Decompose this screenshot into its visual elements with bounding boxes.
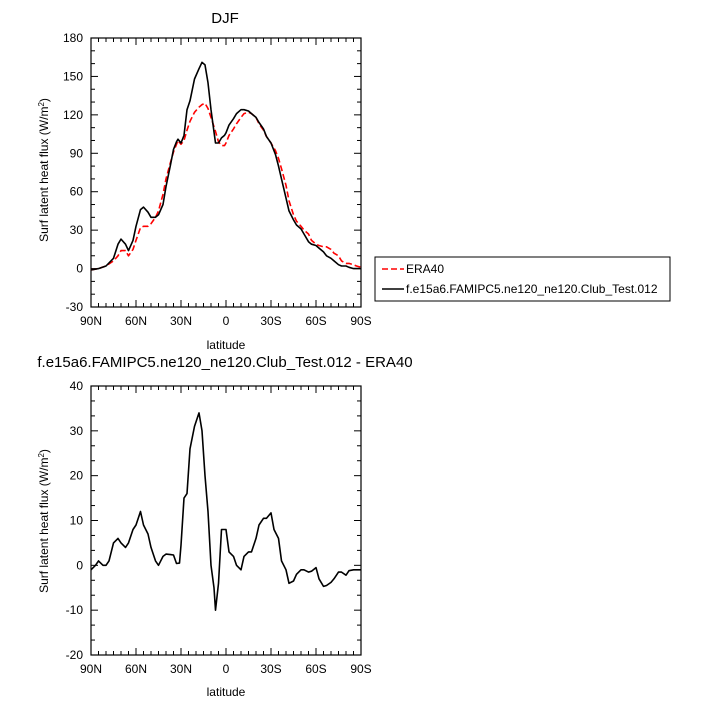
x-tick-label: 90S (350, 314, 371, 328)
y-tick-label: -10 (66, 603, 84, 617)
y-tick-label: 60 (70, 185, 84, 199)
y-axis-label: Surf latent heat flux (W/m2) (37, 98, 52, 242)
y-tick-label: 180 (63, 31, 83, 45)
x-tick-label: 60S (305, 662, 326, 676)
y-tick-label: 30 (70, 424, 84, 438)
difference-line (90, 412, 361, 612)
y-tick-label: 90 (70, 146, 84, 160)
x-axis-label: latitude (207, 338, 246, 352)
legend-label-model: f.e15a6.FAMIPC5.ne120_ne120.Club_Test.01… (406, 282, 658, 296)
y-tick-label: -20 (66, 648, 84, 662)
plot-frame (90, 385, 362, 656)
difference-panel: f.e15a6.FAMIPC5.ne120_ne120.Club_Test.01… (37, 354, 413, 699)
y-tick-label: -30 (66, 300, 84, 314)
x-tick-label: 30N (170, 662, 192, 676)
mean-flux-panel: DJF 90N 60N 30N 0 30S 60S 90S -30 0 30 60 90 120 150 1… (37, 10, 671, 352)
panel-title: DJF (211, 10, 239, 27)
series-lines (90, 61, 362, 271)
axis-ticks: 90N 60N 30N 0 30S 60S 90S -30 0 30 60 90 120 150 180 (63, 31, 372, 328)
x-tick-label: 30S (260, 662, 281, 676)
legend: ERA40 f.e15a6.FAMIPC5.ne120_ne120.Club_T… (374, 256, 671, 302)
y-tick-label: 120 (63, 108, 83, 122)
axis-ticks: 90N 60N 30N 0 30S 60S 90S -20 -10 0 10 20 30 40 (66, 379, 372, 676)
x-tick-label: 90S (350, 662, 371, 676)
x-tick-label: 90N (80, 662, 102, 676)
x-axis-label: latitude (207, 685, 246, 699)
y-tick-label: 150 (63, 69, 83, 83)
y-tick-label: 0 (76, 262, 83, 276)
x-tick-label: 60N (125, 314, 147, 328)
x-tick-label: 60N (125, 662, 147, 676)
plot-frame (90, 37, 362, 308)
legend-label-era40: ERA40 (406, 262, 444, 276)
x-tick-label: 30N (170, 314, 192, 328)
panel-title: f.e15a6.FAMIPC5.ne120_ne120.Club_Test.01… (37, 354, 412, 371)
y-tick-label: 30 (70, 223, 84, 237)
x-tick-label: 90N (80, 314, 102, 328)
legend-box (374, 256, 671, 302)
y-axis-label: Surf latent heat flux (W/m2) (37, 449, 52, 593)
model-line (90, 61, 361, 271)
x-tick-label: 60S (305, 314, 326, 328)
series-lines (90, 412, 361, 612)
y-tick-label: 10 (70, 514, 84, 528)
y-tick-label: 0 (76, 558, 83, 572)
y-tick-label: 40 (70, 379, 84, 393)
x-tick-label: 0 (223, 662, 230, 676)
era40-line (90, 102, 362, 271)
x-tick-label: 0 (223, 314, 230, 328)
y-tick-label: 20 (70, 469, 84, 483)
x-tick-label: 30S (260, 314, 281, 328)
